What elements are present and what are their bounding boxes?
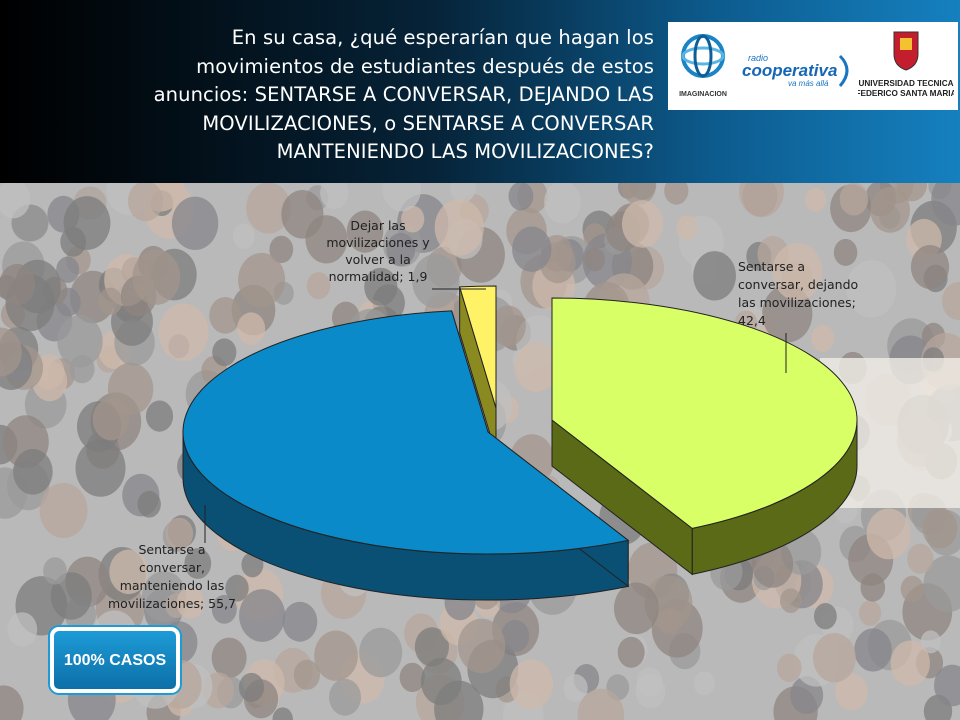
pie-slice-dejando	[551, 297, 858, 576]
svg-text:cooperativa: cooperativa	[742, 61, 837, 80]
sample-badge: 100% CASOS	[50, 627, 180, 693]
utfsm-logo: UNIVERSIDAD TECNICA FEDERICO SANTA MARIA	[858, 31, 954, 98]
svg-text:FEDERICO SANTA MARIA: FEDERICO SANTA MARIA	[858, 89, 954, 98]
sample-badge-label: 100% CASOS	[63, 652, 167, 669]
svg-text:va más allá: va más allá	[788, 79, 829, 88]
pie-slice-top-dejar	[459, 285, 497, 409]
svg-text:radio: radio	[748, 53, 768, 63]
data-label-dejar: Dejar las movilizaciones y volver a la norm…	[326, 218, 430, 284]
pie-slice-top-mantener	[182, 310, 630, 555]
question-title: En su casa, ¿qué esperarían que hagan lo…	[153, 26, 654, 163]
imaginacion-text: IMAGINACION	[679, 91, 727, 98]
imaginacion-logo: IMAGINACION	[679, 34, 727, 98]
data-label-dejando: Sentarse a conversar, dejando las moviliza…	[738, 259, 858, 328]
data-label-mantener: Sentarse a conversar, manteniendo las movil…	[108, 542, 236, 611]
pie-chart: Sentarse a conversar, dejando las moviliza…	[108, 218, 858, 611]
cooperativa-logo: radio cooperativa va más allá	[742, 53, 849, 88]
pie-slice-top-dejando	[551, 297, 858, 529]
header-bar: En su casa, ¿qué esperarían que hagan lo…	[0, 0, 960, 183]
pie-slice-mantener	[182, 310, 630, 601]
svg-text:UNIVERSIDAD TECNICA: UNIVERSIDAD TECNICA	[858, 79, 953, 88]
sponsor-logos: IMAGINACION radio cooperativa va más all…	[668, 22, 958, 110]
